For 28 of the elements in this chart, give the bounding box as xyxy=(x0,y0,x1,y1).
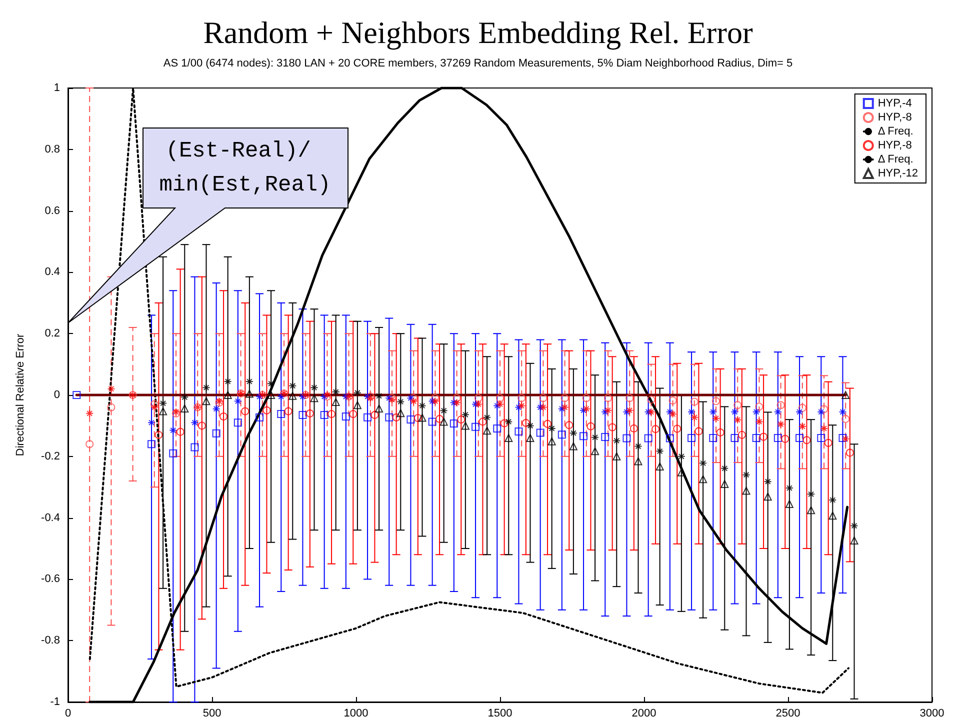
y-tick-label: -0.6 xyxy=(41,573,60,586)
y-tick-label: 0 xyxy=(54,389,60,401)
chart-subtitle: AS 1/00 (6474 nodes): 3180 LAN + 20 CORE members, 37269 Random Measurements, 5% Diam Neighborhood Radius, Dim= 5 xyxy=(163,58,793,70)
x-tick-label: 2000 xyxy=(632,708,656,720)
y-tick-label: -0.8 xyxy=(41,634,60,647)
y-tick-label: -0.4 xyxy=(41,512,60,524)
y-tick-label: 1 xyxy=(54,82,60,94)
y-tick-label: 0.4 xyxy=(44,266,60,278)
annotation: (Est-Real)/ min(Est,Real) xyxy=(159,138,331,198)
x-tick-label: 1000 xyxy=(344,708,368,720)
legend-label: HYP,-8 xyxy=(878,112,912,124)
y-tick-label: -0.2 xyxy=(41,450,60,462)
legend-label: Δ Freq. xyxy=(878,154,914,166)
x-tick-label: 500 xyxy=(202,708,222,720)
y-axis-title: Directional Relative Error xyxy=(14,334,26,456)
legend-label: HYP,-12 xyxy=(878,168,918,180)
y-tick-label: -1 xyxy=(50,696,60,708)
legend-label: HYP,-4 xyxy=(878,98,912,110)
x-tick-label: 3000 xyxy=(920,708,944,720)
legend-label: Δ Freq. xyxy=(878,126,914,138)
x-tick-label: 2500 xyxy=(776,708,800,720)
y-tick-label: 0.6 xyxy=(44,204,60,217)
y-tick-label: 0.2 xyxy=(44,328,60,340)
chart-title: Random + Neighbors Embedding Rel. Error xyxy=(203,15,754,50)
y-tick-label: 0.8 xyxy=(44,143,60,156)
x-tick-label: 0 xyxy=(64,708,72,720)
x-tick-label: 1500 xyxy=(488,708,512,720)
legend-label: HYP,-8 xyxy=(878,140,912,152)
